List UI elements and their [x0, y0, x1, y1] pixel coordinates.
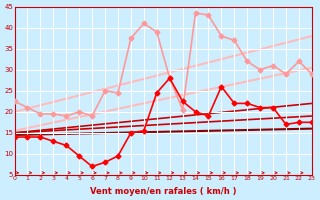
- X-axis label: Vent moyen/en rafales ( km/h ): Vent moyen/en rafales ( km/h ): [90, 187, 236, 196]
